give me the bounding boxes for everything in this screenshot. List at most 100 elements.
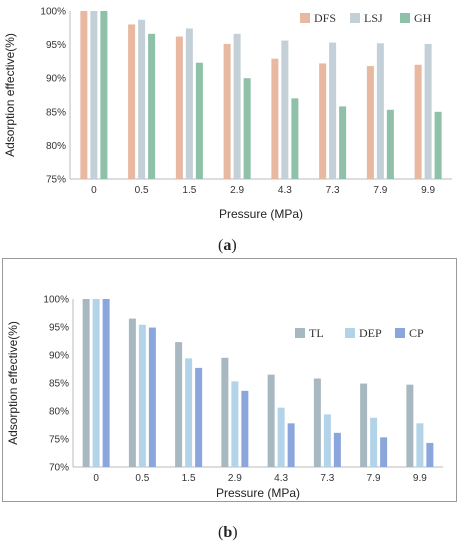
chart-b-x-axis-title: Pressure (MPa)	[216, 486, 300, 500]
chart-a-bar-gh	[291, 98, 299, 179]
chart-b-bar-tl	[406, 384, 414, 467]
chart-a-bar-gh	[243, 78, 251, 179]
panel-a-letter: a	[223, 237, 232, 254]
chart-a-bar-dfs	[80, 11, 88, 179]
chart-b-x-tick-label: 7.9	[367, 473, 381, 484]
chart-b-bar-dep	[416, 423, 424, 467]
chart-a-bar-lsj	[281, 40, 289, 180]
chart-b-x-tick-label: 1.5	[182, 473, 196, 484]
chart-a-y-tick-label: 75%	[46, 175, 66, 186]
chart-b-bar-tl	[175, 342, 183, 467]
chart-b-bar-cp	[333, 432, 341, 467]
chart-a-bar-lsj	[185, 28, 193, 179]
chart-b-y-tick-label: 75%	[49, 435, 69, 446]
chart-b-bar-cp	[195, 367, 203, 467]
chart-a-bar-gh	[434, 111, 442, 179]
chart-b-x-tick-label: 2.9	[228, 473, 242, 484]
chart-a-x-tick-label: 0	[91, 185, 97, 196]
chart-a-x-axis-title: Pressure (MPa)	[219, 207, 303, 221]
chart-b-bar-dep	[370, 417, 378, 467]
chart-b-bar-cp	[102, 299, 110, 467]
chart-a-legend-label: GH	[414, 11, 432, 25]
chart-a-bar-lsj	[233, 33, 241, 180]
chart-b-bar-cp	[241, 390, 249, 467]
chart-b-bar-tl	[360, 383, 368, 467]
chart-a-bar-gh	[148, 33, 156, 180]
chart-a-x-tick-label: 9.9	[421, 185, 435, 196]
chart-b-legend-swatch-tl	[295, 328, 305, 338]
chart-a-x-tick-label: 2.9	[230, 185, 244, 196]
chart-a-bar-dfs	[271, 58, 279, 179]
chart-a-bar-lsj	[329, 42, 337, 179]
chart-a-y-tick-label: 95%	[46, 40, 66, 51]
chart-b-y-tick-label: 90%	[49, 351, 69, 362]
chart-a-bar-dfs	[319, 63, 327, 179]
panel-b-label: (b)	[218, 524, 238, 541]
chart-a-y-tick-label: 100%	[40, 7, 66, 18]
chart-a-x-tick-label: 4.3	[278, 185, 292, 196]
chart-b-y-tick-label: 85%	[49, 379, 69, 390]
chart-b-x-tick-label: 7.3	[320, 473, 334, 484]
chart-b-bar-cp	[287, 423, 295, 467]
chart-a-bar-gh	[386, 109, 394, 179]
chart-b-legend-label: DEP	[359, 326, 382, 340]
chart-a-bar-gh	[100, 11, 108, 179]
chart-b-y-axis-title: Adsorption effective(%)	[6, 321, 20, 445]
chart-a-bar-lsj	[376, 43, 384, 180]
chart-panel-a: 75% 80% 85% 90% 95% 100% 0 0.5 1.5 2.9 4.3 7.3 7.9 9.…	[0, 0, 462, 258]
chart-b-bar-dep	[92, 299, 100, 467]
chart-b-bar-dep	[185, 358, 193, 467]
chart-a-legend-swatch-lsj	[350, 13, 360, 23]
chart-a-bar-lsj	[138, 19, 146, 180]
chart-b: 70% 75% 80% 85% 90% 95% 100% 0 0.5 1.5 2.9 4.3 7.3 7.…	[6, 295, 443, 500]
chart-b-x-tick-label: 0.5	[135, 473, 149, 484]
chart-b-bar-dep	[277, 407, 285, 467]
chart-a-bar-lsj	[424, 43, 432, 179]
chart-b-bar-tl	[221, 357, 229, 467]
chart-a-bar-dfs	[175, 36, 183, 180]
chart-a-y-tick-label: 90%	[46, 74, 66, 85]
chart-a-x-tick-label: 7.9	[373, 185, 387, 196]
chart-b-x-tick-label: 0	[93, 473, 99, 484]
chart-a-bar-lsj	[90, 11, 98, 179]
chart-b-bar-dep	[138, 324, 146, 467]
chart-a-x-tick-label: 1.5	[182, 185, 196, 196]
chart-b-bar-cp	[148, 327, 156, 467]
chart-a-legend-swatch-gh	[400, 13, 410, 23]
chart-b-bar-tl	[313, 378, 321, 467]
chart-a-x-tick-label: 7.3	[326, 185, 340, 196]
panel-a-label: (a)	[218, 237, 237, 254]
chart-b-x-tick-label: 9.9	[413, 473, 427, 484]
chart-a-y-tick-label: 80%	[46, 141, 66, 152]
chart-a-bar-dfs	[366, 66, 374, 179]
chart-b-bar-dep	[323, 414, 331, 467]
chart-a: 75% 80% 85% 90% 95% 100% 0 0.5 1.5 2.9 4.3 7.3 7.9 9.…	[3, 7, 452, 221]
chart-a-y-axis-title: Adsorption effective(%)	[3, 33, 17, 157]
chart-b-bar-cp	[426, 442, 434, 467]
chart-a-legend-label: DFS	[314, 11, 336, 25]
chart-a-legend-swatch-dfs	[300, 13, 310, 23]
chart-a-bar-dfs	[223, 43, 231, 179]
chart-a-bar-gh	[195, 62, 203, 179]
chart-a-legend-label: LSJ	[364, 11, 383, 25]
chart-panel-b: 70% 75% 80% 85% 90% 95% 100% 0 0.5 1.5 2.9 4.3 7.3 7.…	[2, 258, 457, 502]
chart-b-legend-swatch-cp	[395, 328, 405, 338]
chart-b-y-tick-label: 95%	[49, 323, 69, 334]
chart-b-y-tick-label: 80%	[49, 407, 69, 418]
chart-b-bar-tl	[267, 374, 275, 467]
chart-a-bar-dfs	[414, 64, 422, 179]
panel-b-letter: b	[223, 524, 233, 541]
chart-b-y-tick-label: 70%	[49, 463, 69, 474]
chart-b-legend-swatch-dep	[345, 328, 355, 338]
chart-b-legend-label: TL	[309, 326, 324, 340]
chart-a-x-tick-label: 0.5	[135, 185, 149, 196]
chart-b-bar-cp	[380, 437, 388, 467]
chart-b-bar-tl	[128, 318, 136, 467]
chart-b-y-tick-label: 100%	[43, 295, 69, 306]
chart-a-bar-dfs	[128, 24, 136, 179]
chart-b-x-tick-label: 4.3	[274, 473, 288, 484]
chart-a-bar-gh	[339, 106, 347, 179]
chart-b-bar-tl	[82, 299, 90, 467]
chart-a-y-tick-label: 85%	[46, 107, 66, 118]
chart-b-legend-label: CP	[409, 326, 424, 340]
